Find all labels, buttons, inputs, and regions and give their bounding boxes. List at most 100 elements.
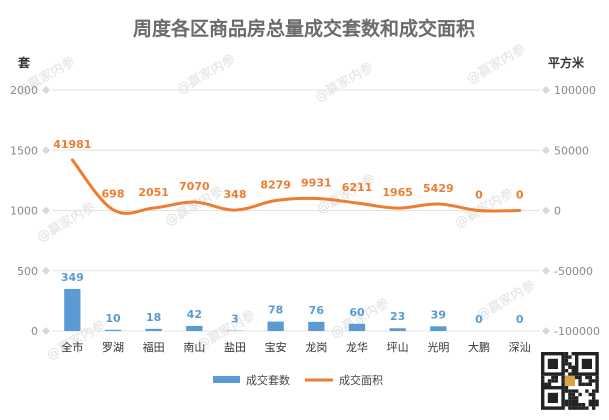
qr-finder xyxy=(575,352,599,376)
line-data-label: 348 xyxy=(224,188,247,201)
qr-module xyxy=(564,358,569,363)
qr-module xyxy=(564,362,569,366)
qr-module xyxy=(571,352,575,356)
qr-module xyxy=(585,389,589,393)
qr-module xyxy=(578,403,582,407)
right-tick-marker xyxy=(542,146,550,155)
qr-module xyxy=(551,375,555,380)
line-data-label: 1965 xyxy=(382,186,413,199)
qr-module xyxy=(541,382,545,386)
bar-data-label: 349 xyxy=(61,271,84,284)
qr-finder-center xyxy=(547,392,558,403)
left-tick-label: 2000 xyxy=(10,84,38,97)
watermark-text: @赢家内参 xyxy=(474,277,538,323)
qr-module xyxy=(575,389,579,393)
qr-module xyxy=(592,396,596,400)
left-tick-marker xyxy=(42,206,50,215)
right-tick-label: 0 xyxy=(554,205,561,218)
qr-module xyxy=(592,379,596,383)
qr-module xyxy=(578,382,582,386)
bar-data-label: 10 xyxy=(105,312,121,325)
qr-module xyxy=(578,406,582,410)
bar xyxy=(430,326,447,331)
qr-finder xyxy=(541,352,565,376)
line-data-label: 8279 xyxy=(260,179,291,192)
bar xyxy=(348,323,366,331)
qr-module xyxy=(564,355,569,359)
right-tick-label: -50000 xyxy=(554,265,593,278)
qr-module xyxy=(592,389,596,393)
qr-module xyxy=(595,403,599,407)
qr-module xyxy=(568,396,572,400)
right-tick-label: -100000 xyxy=(554,325,600,338)
qr-module xyxy=(592,403,596,407)
qr-module xyxy=(575,406,579,410)
bar-data-label: 18 xyxy=(146,311,161,324)
qr-module xyxy=(571,389,575,393)
qr-module xyxy=(568,389,572,393)
left-tick-label: 1500 xyxy=(10,144,38,157)
bar xyxy=(104,329,122,331)
right-tick-marker xyxy=(542,86,550,94)
qr-module xyxy=(554,379,558,383)
bar-data-label: 0 xyxy=(475,313,483,326)
line-data-label: 6211 xyxy=(342,181,373,194)
watermark-text: @赢家内参 xyxy=(174,51,238,97)
qr-module xyxy=(575,396,579,400)
category-label: 盐田 xyxy=(224,341,246,354)
watermark-text: @赢家内参 xyxy=(34,199,98,245)
category-label: 福田 xyxy=(143,340,165,354)
qr-module xyxy=(588,379,592,383)
qr-module xyxy=(595,379,599,383)
left-tick-marker xyxy=(42,86,50,94)
legend-bar-label: 成交套数 xyxy=(246,373,290,387)
qr-module xyxy=(585,382,589,386)
watermark-text: @赢家内参 xyxy=(312,59,376,105)
chart-title: 周度各区商品房总量成交套数和成交面积 xyxy=(133,17,475,40)
qr-module xyxy=(554,375,558,380)
line-data-label: 9931 xyxy=(301,177,332,190)
qr-logo xyxy=(564,375,575,386)
legend-bar-swatch xyxy=(213,376,240,383)
qr-module xyxy=(585,375,589,380)
qr-module xyxy=(595,382,599,386)
qr-module xyxy=(575,399,579,403)
bar xyxy=(308,321,325,331)
qr-module xyxy=(581,382,586,386)
bar xyxy=(64,288,81,331)
category-label: 深汕 xyxy=(509,341,531,354)
qr-module xyxy=(541,375,545,380)
qr-module xyxy=(592,399,596,403)
qr-module xyxy=(575,375,579,380)
left-axis-ticks: 0 500 1000 1500 2000 xyxy=(10,84,38,338)
qr-module xyxy=(564,369,569,373)
bar-data-label: 78 xyxy=(268,304,283,317)
category-label: 坪山 xyxy=(387,341,409,354)
right-tick-marker xyxy=(542,266,550,275)
left-axis-unit: 套 xyxy=(17,55,31,70)
qr-module xyxy=(568,362,572,366)
category-label: 光明 xyxy=(427,340,449,354)
category-label: 南山 xyxy=(183,341,205,354)
category-label: 龙岗 xyxy=(305,341,327,354)
bar-data-label: 3 xyxy=(231,313,239,326)
area-line xyxy=(70,158,522,215)
qr-module xyxy=(561,375,565,380)
qr-module xyxy=(571,392,575,397)
qr-module xyxy=(571,406,575,410)
qr-module xyxy=(547,379,552,383)
qr-module xyxy=(571,399,575,403)
qr-module xyxy=(568,399,572,403)
qr-module xyxy=(588,392,592,397)
bar xyxy=(145,328,162,331)
right-tick-marker xyxy=(542,206,550,215)
bar-data-label: 60 xyxy=(349,306,365,319)
qr-module xyxy=(541,379,545,383)
bar-data-label: 39 xyxy=(431,308,446,321)
qr-module xyxy=(578,379,582,383)
qr-module xyxy=(592,392,596,397)
line-data-labels: 41981 698 2051 7070 348 8279 9931 6211 1965 5429 0… xyxy=(53,138,524,202)
left-tick-marker xyxy=(42,266,50,275)
qr-module xyxy=(551,379,555,383)
line-data-label: 5429 xyxy=(423,182,454,195)
